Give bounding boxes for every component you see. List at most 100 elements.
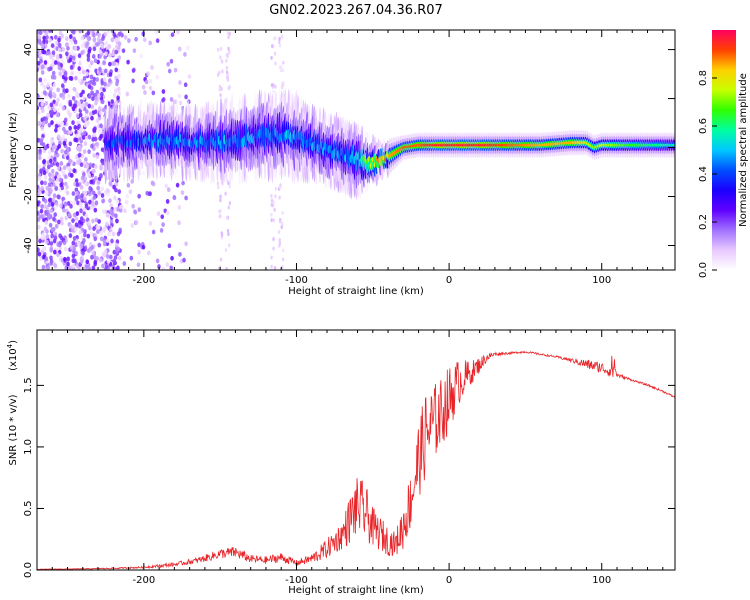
spectrogram-noise-cell (43, 226, 48, 232)
spectrogram-stripe-cell (270, 218, 273, 223)
spectrogram-noise-cell (77, 78, 82, 84)
spectrogram-noise-cell (44, 220, 49, 225)
spectrogram-noise-cell (113, 255, 118, 260)
spectrogram-noise-cell (77, 152, 82, 158)
spectrogram-stripe-cell (272, 246, 275, 251)
spectrogram-stripe-cell (228, 201, 232, 206)
spectrogram-noise-cell (51, 50, 56, 56)
spectrogram-noise-cell (71, 224, 76, 230)
spectrogram-noise-cell (107, 44, 112, 49)
spectrogram-noise-cell (93, 126, 97, 132)
spectrogram-stripe-cell (281, 221, 284, 226)
spectrogram-noise-cell (161, 222, 165, 228)
spectrogram-noise-cell (87, 93, 92, 99)
spectrogram-noise-cell (53, 204, 58, 210)
spectrogram-noise-cell (74, 129, 78, 135)
spectrogram-stripe-cell (278, 195, 281, 200)
spectrogram-noise-cell (54, 149, 58, 155)
spectrogram-noise-cell (102, 77, 107, 82)
spectrogram-noise-cell (65, 51, 69, 57)
spectrogram-noise-cell (151, 229, 156, 235)
spectrogram-noise-cell (82, 171, 86, 177)
spectrogram-stripe-cell (227, 232, 230, 237)
spectrogram-noise-cell (127, 38, 131, 44)
snr-frame (36, 329, 676, 571)
spectrogram-noise-cell (112, 258, 116, 264)
spectrogram-noise-cell (74, 222, 79, 228)
spectrogram-noise-cell (54, 223, 59, 229)
spectrogram-noise-cell (177, 205, 182, 210)
spectrogram-noise-cell (63, 117, 68, 123)
colorbar-tick-label: 0.6 (698, 118, 709, 134)
spectrogram-noise-cell (48, 30, 52, 33)
spectrogram-noise-cell (44, 190, 49, 196)
spectrogram-noise-cell (99, 172, 103, 178)
spectrogram-stripe-cell (282, 248, 285, 253)
spectrogram-stripe-cell (219, 46, 223, 51)
colorbar-gradient (712, 30, 736, 270)
spectrogram-noise-cell (72, 86, 77, 92)
spectrogram-noise-cell (83, 122, 88, 128)
spectrogram-noise-cell (69, 129, 73, 135)
spectrogram-noise-cell (123, 35, 128, 40)
spectrogram-noise-cell (165, 199, 170, 204)
spectrogram-noise-cell (91, 54, 96, 59)
spectrogram-noise-cell (42, 49, 47, 55)
spectrogram-noise-cell (106, 258, 111, 264)
spectrogram-noise-cell (117, 189, 122, 195)
spectrogram-noise-cell (86, 233, 91, 239)
spectrogram-stripe-cell (270, 212, 273, 217)
spectrogram-noise-cell (47, 154, 51, 160)
spectrogram-noise-cell (88, 199, 92, 205)
spectrogram-noise-cell (128, 189, 133, 195)
spectrogram-noise-cell (99, 123, 103, 129)
spectrogram-noise-cell (108, 61, 112, 67)
spectrogram-noise-cell (83, 232, 87, 238)
spectrogram-noise-cell (134, 220, 139, 225)
spectrogram-noise-cell (178, 80, 182, 85)
spectrogram-noise-cell (90, 104, 95, 110)
spectrogram-noise-cell (48, 143, 53, 149)
spectrogram-noise-cell (59, 203, 63, 209)
spectrogram-noise-cell (187, 74, 192, 80)
spectrogram-stripe-cell (271, 44, 274, 49)
x-tick-label: 100 (592, 575, 611, 586)
spectrogram-noise-cell (101, 160, 105, 166)
spectrogram-noise-cell (75, 113, 80, 118)
spectrogram-noise-cell (94, 100, 98, 106)
snr-multiplier-close: ) (8, 340, 19, 344)
spectrogram-stripe-cell (272, 237, 275, 242)
spectrogram-noise-cell (108, 72, 113, 77)
spectrogram-noise-cell (115, 199, 120, 205)
spectrogram-noise-cell (53, 34, 58, 40)
spectrogram-noise-cell (67, 93, 71, 99)
spectrogram-noise-cell (43, 145, 47, 151)
spectrogram-stripe-cell (225, 216, 229, 221)
spectrogram-noise-cell (100, 193, 105, 198)
spectrogram-noise-cell (72, 245, 77, 251)
spectrogram-noise-cell (114, 187, 118, 193)
colorbar-tick-label: 0.4 (698, 166, 709, 182)
spectrogram-noise-cell (45, 204, 49, 210)
spectrogram-noise-cell (96, 185, 100, 191)
spectrogram-noise-cell (175, 182, 180, 188)
spectrogram-stripe-cell (281, 68, 285, 73)
spectrogram-noise-cell (59, 161, 64, 166)
spectrogram-noise-cell (157, 264, 161, 269)
spectrogram-stripe-cell (219, 214, 222, 219)
spectrogram-noise-cell (61, 106, 66, 111)
spectrogram-noise-cell (74, 196, 79, 202)
spectrogram-noise-cell (101, 68, 105, 74)
spectrogram-noise-cell (80, 43, 85, 49)
spectrogram-noise-cell (38, 238, 42, 244)
spectrogram-noise-cell (37, 35, 42, 41)
spectrogram-stripe-cell (224, 248, 228, 253)
spectrogram-noise-cell (137, 242, 141, 248)
x-tick-label: 0 (446, 275, 452, 286)
spectrogram-noise-cell (73, 39, 78, 45)
spectrogram-stripe-cell (278, 185, 282, 190)
spectrogram-noise-cell (141, 84, 146, 90)
spectrogram-noise-cell (74, 75, 78, 81)
spectrogram-noise-cell (109, 208, 113, 214)
spectrogram-stripe-cell (219, 194, 222, 199)
